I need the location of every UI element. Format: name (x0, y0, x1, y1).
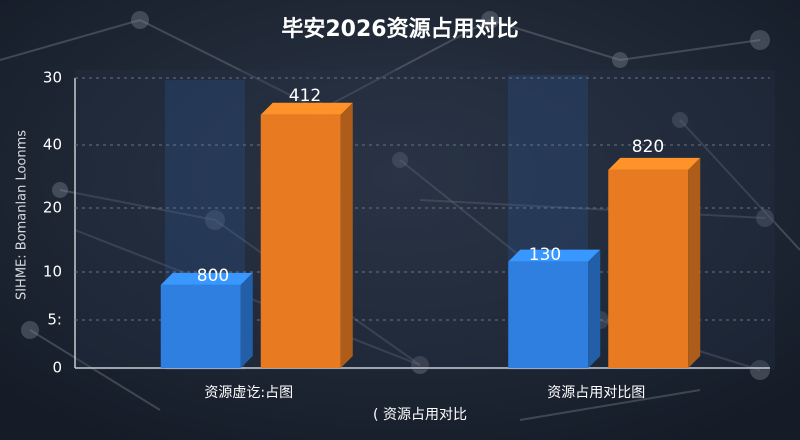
bar (508, 261, 589, 368)
bar-side (588, 249, 601, 368)
y-tick-label: 0 (52, 359, 62, 377)
data-label: 130 (529, 245, 561, 265)
bar-side (240, 272, 253, 368)
bar (608, 169, 689, 368)
bar-side (340, 102, 353, 368)
bar-side (688, 157, 701, 368)
y-tick-label: 40 (43, 136, 62, 154)
x-tick-label: 资源虚讫:占图 (204, 385, 293, 401)
x-tick-label: 资源占用对比图 (547, 385, 645, 401)
data-label: 800 (197, 266, 229, 286)
bar (160, 284, 241, 368)
data-label: 820 (632, 137, 664, 157)
chart-title: 毕安2026资源占用对比 (281, 16, 518, 42)
y-tick-label: 20 (43, 199, 62, 217)
bar-top (260, 102, 353, 115)
bar-top (508, 249, 601, 262)
data-label: 412 (289, 86, 321, 106)
bar-top (160, 272, 253, 285)
bar (260, 114, 341, 368)
y-axis-title: SIHME: Bomanlan Loonms (15, 130, 30, 300)
y-tick-label: 30 (43, 69, 62, 87)
bar-top (608, 157, 701, 170)
y-tick-label: 5: (47, 311, 62, 329)
x-axis-title: ( 资源占用对比 (373, 407, 467, 423)
y-tick-label: 10 (43, 263, 62, 281)
